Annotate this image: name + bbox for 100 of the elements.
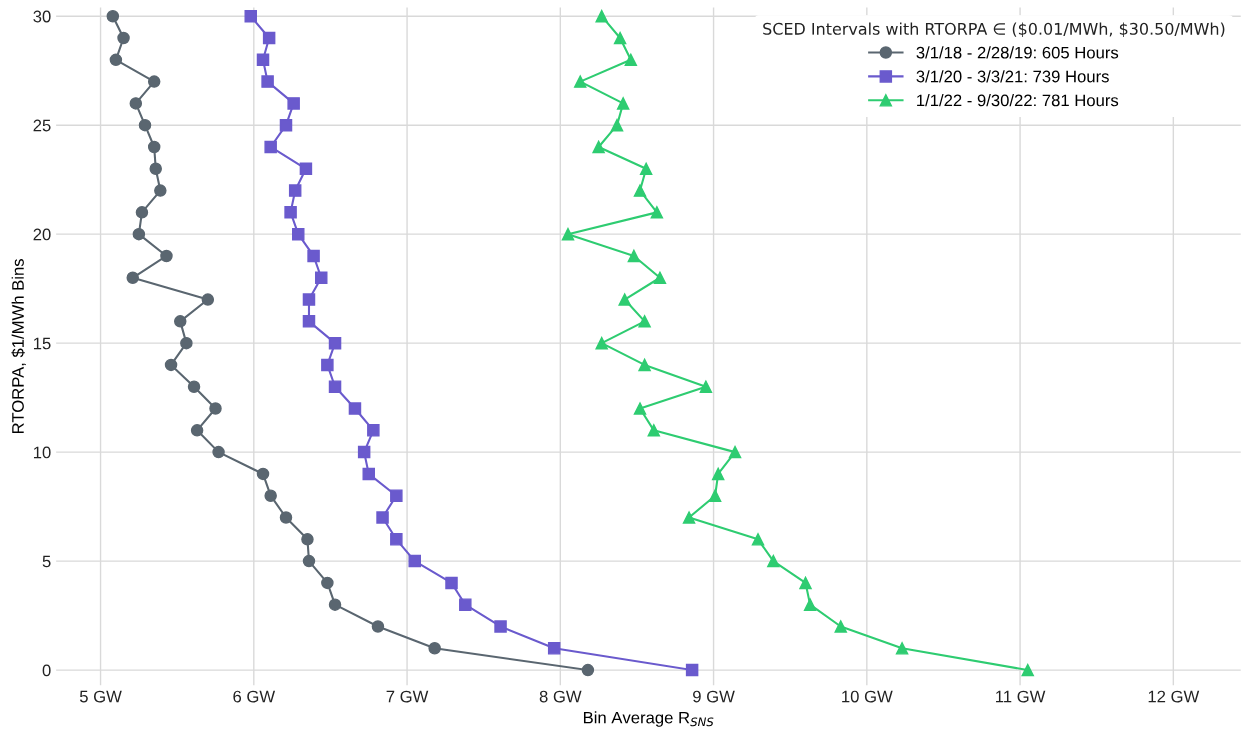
point (301, 533, 314, 546)
point (307, 249, 320, 263)
point (109, 53, 123, 67)
point (494, 620, 507, 633)
point (371, 620, 385, 633)
legend-title: SCED Intervals with RTORPA ∈ ($0.01/MWh, $30.50/MWh) (763, 22, 1225, 37)
point (164, 358, 178, 372)
point (201, 293, 215, 306)
legend-label: 3/1/20 - 3/3/21: 739 Hours (916, 70, 1109, 83)
point (682, 511, 696, 524)
point (595, 336, 608, 350)
point (321, 576, 334, 590)
point (160, 249, 173, 263)
point (138, 118, 152, 132)
point (624, 53, 638, 67)
point (147, 75, 161, 88)
point (299, 162, 313, 176)
x-tick-label: 12 GW (1148, 690, 1200, 703)
point (627, 249, 641, 263)
point (445, 576, 458, 590)
point (613, 31, 627, 45)
point (595, 9, 608, 23)
x-tick-label: 6 GW (233, 690, 276, 703)
point (244, 9, 257, 23)
y-tick-label: 5 (42, 555, 51, 568)
x-tick-label: 8 GW (539, 690, 582, 703)
point (699, 380, 713, 393)
y-tick-label: 0 (42, 664, 51, 677)
point (132, 227, 146, 241)
x-tick-label: 7 GW (386, 690, 429, 703)
x-tick-label: 10 GW (842, 690, 893, 703)
point (209, 402, 222, 415)
point (173, 315, 187, 328)
point (284, 206, 297, 219)
legend-label: 3/1/18 - 2/28/19: 605 Hours (916, 46, 1119, 59)
point (187, 380, 201, 393)
point (328, 336, 342, 350)
point (650, 206, 664, 219)
point (647, 424, 661, 437)
point (390, 533, 403, 546)
point (459, 598, 472, 611)
point (129, 97, 143, 110)
point (803, 598, 817, 611)
point (348, 402, 362, 415)
point (292, 227, 305, 241)
point (573, 75, 587, 88)
point (357, 445, 371, 459)
point (302, 554, 316, 568)
point (711, 467, 725, 481)
point (633, 184, 647, 197)
point (581, 663, 595, 677)
point (328, 380, 342, 393)
point (547, 642, 561, 655)
point (376, 511, 389, 524)
point (106, 9, 120, 23)
y-tick-label: 20 (33, 228, 51, 241)
point (212, 445, 225, 459)
point (799, 576, 812, 590)
point (390, 489, 403, 502)
point (328, 598, 342, 611)
point (302, 293, 316, 306)
point (302, 315, 316, 328)
point (321, 358, 334, 372)
x-tick-label: 5 GW (79, 690, 122, 703)
x-axis-title: Bin Average R$_{SNS}$ (583, 711, 714, 727)
y-tick-label: 30 (33, 10, 51, 23)
legend-label: 1/1/22 - 9/30/22: 781 Hours (917, 94, 1119, 107)
x-tick-label: 9 GW (693, 690, 735, 703)
point (653, 271, 667, 285)
point (638, 358, 651, 372)
point (190, 424, 204, 437)
point (180, 336, 193, 350)
point (728, 445, 742, 459)
point (592, 140, 605, 154)
point (1021, 663, 1034, 677)
point (314, 271, 328, 285)
point (279, 511, 293, 524)
point (264, 489, 277, 502)
point (256, 53, 270, 67)
point (618, 293, 631, 306)
point (256, 467, 270, 481)
x-tick-label: 11 GW (996, 690, 1046, 703)
point (288, 184, 302, 197)
point (561, 227, 575, 241)
point (279, 118, 293, 132)
point (685, 663, 699, 677)
point (147, 140, 161, 154)
point (428, 642, 441, 655)
y-axis-title: RTORPA, $1/MWh Bins (11, 259, 26, 434)
point (610, 118, 624, 132)
point (708, 489, 722, 502)
point (135, 206, 149, 219)
point (149, 162, 162, 176)
y-tick-label: 25 (33, 119, 51, 132)
point (834, 620, 848, 633)
point (895, 642, 909, 655)
point (616, 97, 630, 110)
point (264, 140, 277, 154)
y-tick-label: 10 (33, 446, 51, 459)
point (287, 97, 300, 110)
